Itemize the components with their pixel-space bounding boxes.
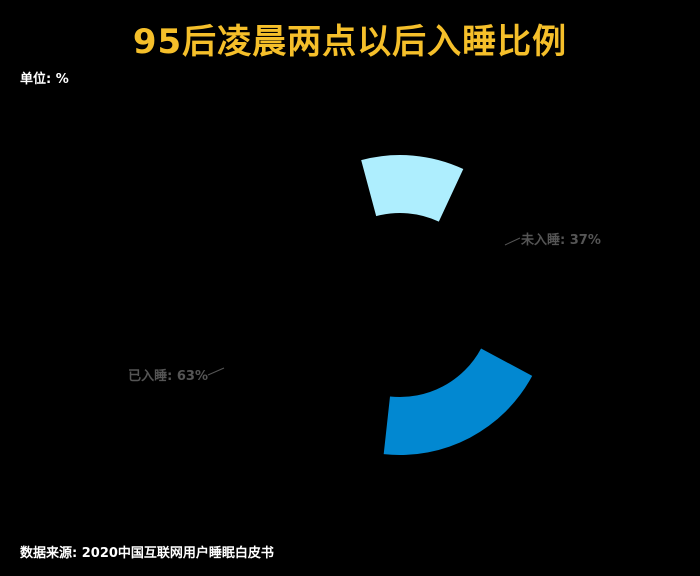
label-leader-line-1 (504, 237, 521, 246)
pie-label-1: 未入睡: 37% (520, 232, 601, 248)
label-leader-line-2 (207, 367, 225, 376)
chart-title: 95后凌晨两点以后入睡比例 (132, 22, 568, 62)
unit-label: 单位: % (20, 72, 69, 87)
source-label: 数据来源: 2020中国互联网用户睡眠白皮书 (20, 546, 274, 561)
pie-slice-1 (361, 155, 464, 222)
pie-label-2: 已入睡: 63% (128, 368, 208, 384)
pie-slice-2 (383, 348, 533, 456)
